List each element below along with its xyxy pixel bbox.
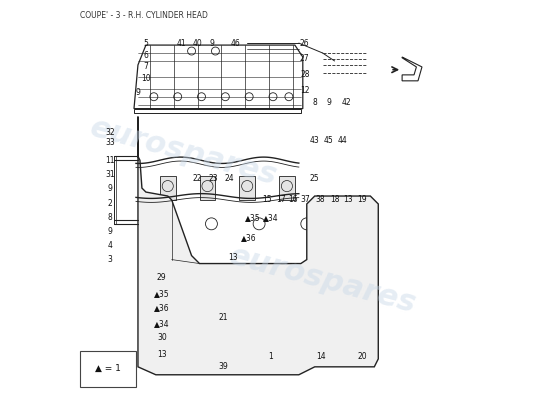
Text: 19: 19 <box>358 196 367 204</box>
Text: 38: 38 <box>316 196 326 204</box>
Text: 13: 13 <box>157 350 167 360</box>
FancyBboxPatch shape <box>80 351 136 387</box>
Text: 2: 2 <box>108 200 113 208</box>
Text: 29: 29 <box>157 273 167 282</box>
Text: 25: 25 <box>310 174 320 183</box>
Text: 8: 8 <box>108 213 113 222</box>
Text: 42: 42 <box>342 98 351 107</box>
Text: ▲34: ▲34 <box>154 319 169 328</box>
Bar <box>160 176 175 200</box>
Text: 13: 13 <box>344 196 353 204</box>
Text: 44: 44 <box>338 136 348 145</box>
Text: 7: 7 <box>144 62 149 72</box>
Text: 9: 9 <box>326 98 331 107</box>
Text: 32: 32 <box>106 128 115 137</box>
Text: 28: 28 <box>300 70 310 79</box>
Circle shape <box>279 301 315 337</box>
Bar <box>239 176 255 200</box>
Circle shape <box>210 301 245 337</box>
Text: 37: 37 <box>300 196 310 204</box>
Text: 12: 12 <box>300 86 310 95</box>
Circle shape <box>287 309 307 329</box>
Bar <box>200 176 216 200</box>
Text: 33: 33 <box>105 138 115 147</box>
Text: 5: 5 <box>144 38 149 48</box>
Text: 16: 16 <box>288 196 298 204</box>
Text: 9: 9 <box>135 88 140 97</box>
Bar <box>279 176 295 200</box>
Text: 20: 20 <box>358 352 367 362</box>
Text: 22: 22 <box>193 174 202 183</box>
Text: 43: 43 <box>310 136 320 145</box>
Text: 41: 41 <box>177 38 186 48</box>
Text: COUPE' - 3 - R.H. CYLINDER HEAD: COUPE' - 3 - R.H. CYLINDER HEAD <box>80 11 208 20</box>
Text: 9: 9 <box>108 184 113 192</box>
Polygon shape <box>138 116 378 375</box>
Text: eurospares: eurospares <box>226 240 420 318</box>
Text: 14: 14 <box>316 352 326 362</box>
Text: 46: 46 <box>230 38 240 48</box>
Text: 8: 8 <box>312 98 317 107</box>
Text: 26: 26 <box>300 38 310 48</box>
Circle shape <box>245 301 281 337</box>
Text: 45: 45 <box>324 136 333 145</box>
Circle shape <box>182 309 201 329</box>
Text: ▲35: ▲35 <box>154 289 169 298</box>
Text: ▲36: ▲36 <box>241 233 257 242</box>
Text: 13: 13 <box>228 253 238 262</box>
Text: 24: 24 <box>224 174 234 183</box>
Text: ▲36: ▲36 <box>154 303 169 312</box>
Text: 6: 6 <box>144 50 149 60</box>
Circle shape <box>217 309 237 329</box>
Text: 31: 31 <box>106 170 115 179</box>
Text: 27: 27 <box>300 54 310 64</box>
Text: 18: 18 <box>330 196 339 204</box>
Text: 15: 15 <box>262 196 272 204</box>
Text: 23: 23 <box>208 174 218 183</box>
Text: 39: 39 <box>218 362 228 371</box>
Text: 9: 9 <box>209 38 214 48</box>
Text: 40: 40 <box>192 38 202 48</box>
Circle shape <box>253 309 273 329</box>
Text: 3: 3 <box>108 255 113 264</box>
Text: ▲34: ▲34 <box>263 213 279 222</box>
Text: 30: 30 <box>157 332 167 342</box>
Text: 10: 10 <box>141 74 151 83</box>
Circle shape <box>174 301 210 337</box>
Text: 9: 9 <box>108 227 113 236</box>
Text: 1: 1 <box>268 352 273 362</box>
Text: ▲ = 1: ▲ = 1 <box>95 364 121 373</box>
Text: ▲35: ▲35 <box>245 213 261 222</box>
Text: 21: 21 <box>218 313 228 322</box>
Text: 11: 11 <box>106 156 115 165</box>
Text: 4: 4 <box>108 241 113 250</box>
Text: eurospares: eurospares <box>87 113 280 191</box>
Text: 17: 17 <box>276 196 286 204</box>
